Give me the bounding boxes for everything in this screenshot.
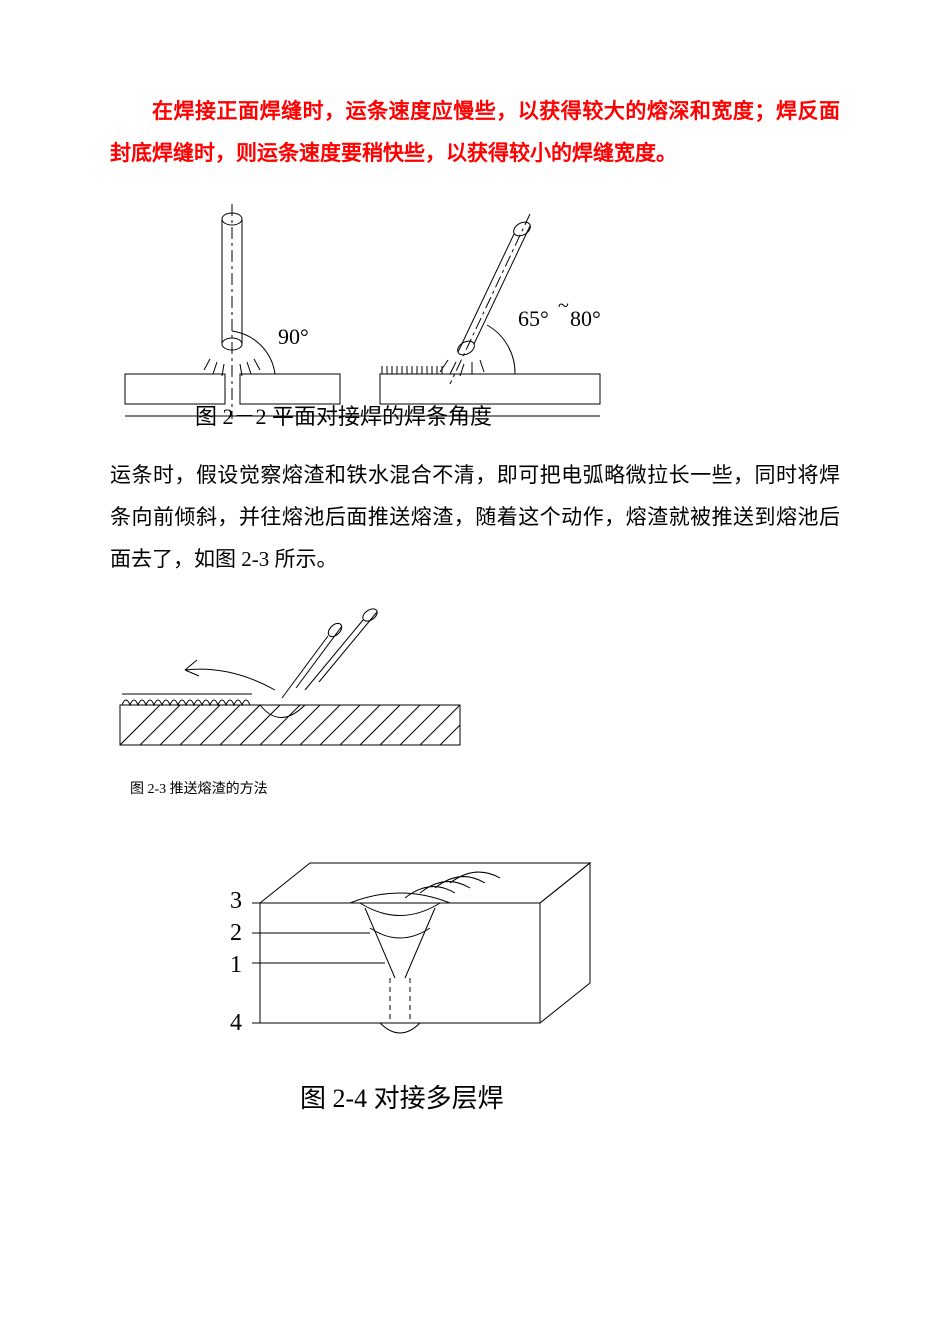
paragraph-black: 运条时，假设觉察熔渣和铁水混合不清，即可把电弧略微拉长一些，同时将焊条向前倾斜，… [110,454,840,580]
angle-80-label: 80° [570,306,601,331]
figure-2-2: 90° [110,184,840,444]
fig-2-4-label-1: 1 [230,952,242,978]
paragraph-red: 在焊接正面焊缝时，运条速度应慢些，以获得较大的熔深和宽度；焊反面封底焊缝时，则运… [110,90,840,174]
angle-65-label: 65° [518,306,549,331]
figure-2-4: 3 2 1 4 图 2-4 对接多层焊 [200,848,840,1115]
angle-tilde: ~ [558,295,569,317]
fig-2-4-label-2: 2 [230,920,242,946]
fig-2-4-svg: 3 2 1 4 [200,848,620,1078]
fig-2-2-svg: 90° [110,184,670,444]
fig-2-2-caption: 图 2－2 平面对接焊的焊条角度 [195,404,492,429]
fig-2-3-caption: 图 2-3 推送熔渣的方法 [130,778,840,798]
fig-2-4-caption: 图 2-4 对接多层焊 [300,1078,840,1115]
angle-90-label: 90° [278,324,309,349]
fig-2-4-label-4: 4 [230,1010,242,1036]
page-container: 在焊接正面焊缝时，运条速度应慢些，以获得较大的熔深和宽度；焊反面封底焊缝时，则运… [0,0,950,1185]
fig-2-4-label-3: 3 [230,888,242,914]
figure-2-3: 图 2-3 推送熔渣的方法 [110,590,840,798]
fig-2-3-svg [110,590,490,760]
